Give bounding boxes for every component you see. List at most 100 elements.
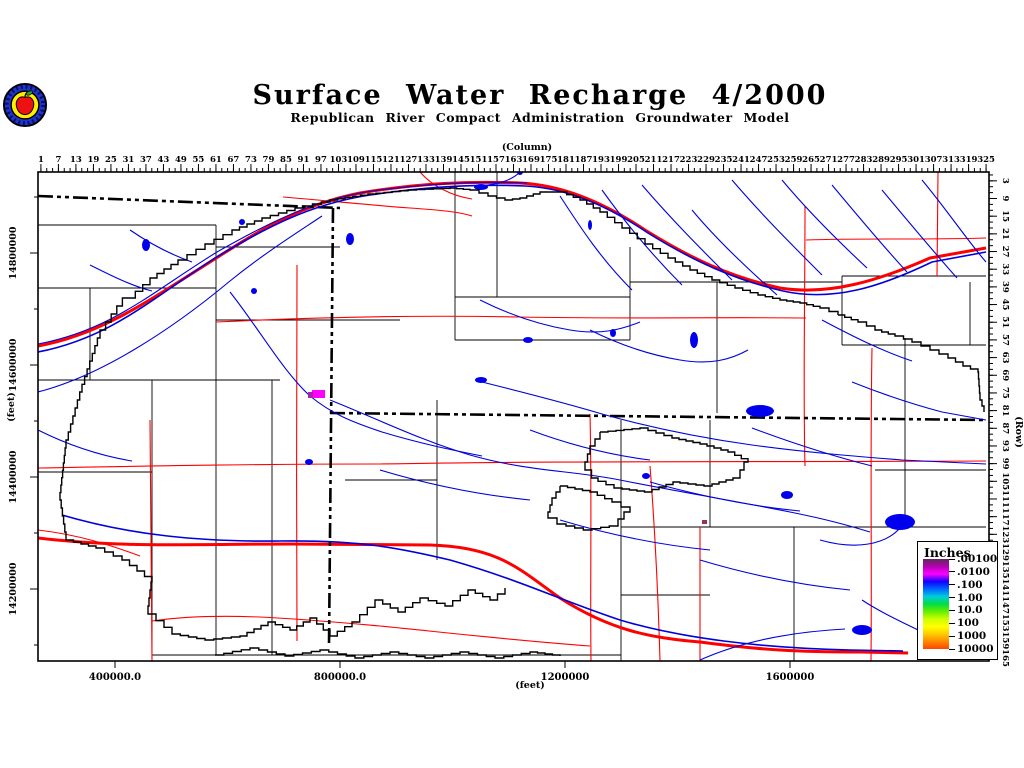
legend-tick-mark: [949, 597, 955, 599]
svg-text:151: 151: [470, 155, 488, 165]
svg-text:235: 235: [715, 155, 733, 165]
svg-text:103: 103: [330, 155, 348, 165]
svg-text:93: 93: [1000, 440, 1010, 452]
svg-text:19: 19: [88, 155, 100, 165]
svg-text:87: 87: [1000, 422, 1010, 434]
svg-text:319: 319: [960, 155, 978, 165]
rivers-layer: [38, 172, 987, 661]
recharge-cells-layer: [308, 390, 707, 524]
svg-text:79: 79: [263, 155, 275, 165]
highways-layer: [38, 172, 987, 661]
svg-text:25: 25: [105, 155, 117, 165]
svg-text:61: 61: [210, 155, 222, 165]
svg-text:117: 117: [1000, 508, 1010, 526]
svg-text:67: 67: [228, 155, 240, 165]
svg-text:39: 39: [1000, 281, 1010, 293]
svg-text:109: 109: [347, 155, 365, 165]
svg-text:301: 301: [907, 155, 925, 165]
svg-text:21: 21: [1000, 228, 1010, 240]
legend-tick-mark: [949, 584, 955, 586]
legend-value: .00100: [957, 553, 998, 565]
svg-text:277: 277: [837, 155, 855, 165]
svg-text:175: 175: [540, 155, 558, 165]
svg-text:91: 91: [298, 155, 310, 165]
svg-text:217: 217: [662, 155, 680, 165]
svg-text:81: 81: [1000, 405, 1010, 417]
svg-text:(Column): (Column): [502, 142, 552, 153]
county-boundaries-layer: [38, 172, 986, 661]
svg-text:325: 325: [977, 155, 995, 165]
legend-value: 1.00: [957, 591, 983, 604]
svg-text:31: 31: [123, 155, 135, 165]
svg-text:259: 259: [785, 155, 803, 165]
legend-box: Inches .00100.0100.100 1.00 10.0 100 1000 100…: [917, 541, 998, 660]
legend-value: 10.0: [957, 604, 983, 617]
legend-tick-mark: [949, 558, 955, 560]
svg-text:75: 75: [1000, 387, 1010, 399]
left-feet-axis: [30, 196, 38, 646]
svg-text:3: 3: [1000, 178, 1010, 184]
svg-text:139: 139: [435, 155, 453, 165]
svg-text:(Row): (Row): [1013, 416, 1024, 447]
svg-text:313: 313: [942, 155, 960, 165]
svg-text:223: 223: [680, 155, 698, 165]
state-borders-layer: [38, 194, 987, 646]
svg-text:211: 211: [645, 155, 663, 165]
svg-text:57: 57: [1000, 334, 1010, 346]
svg-text:283: 283: [855, 155, 873, 165]
svg-text:14200000: 14200000: [8, 562, 19, 615]
map-geography-layer: [38, 172, 987, 661]
svg-text:253: 253: [767, 155, 785, 165]
legend-entry: 100: [949, 618, 979, 629]
svg-text:51: 51: [1000, 316, 1010, 328]
svg-text:69: 69: [1000, 369, 1010, 381]
legend-tick-mark: [949, 648, 955, 650]
svg-text:(feet): (feet): [515, 680, 545, 691]
svg-text:145: 145: [452, 155, 470, 165]
lakes-layer: [142, 172, 915, 635]
svg-text:13: 13: [70, 155, 82, 165]
legend-value: 10000: [957, 643, 994, 655]
legend-value: 1000: [957, 630, 987, 643]
legend-entry: 1000: [949, 631, 986, 641]
agency-logo-apple-icon: [2, 82, 48, 128]
legend-title: Inches: [924, 545, 971, 560]
legend-tick-mark: [949, 571, 955, 573]
svg-text:27: 27: [1000, 246, 1010, 258]
svg-text:7: 7: [55, 155, 61, 165]
svg-text:33: 33: [1000, 263, 1010, 275]
legend-entry: .0100: [949, 567, 990, 577]
model-boundary-layer: [59, 187, 985, 659]
svg-text:99: 99: [1000, 458, 1010, 470]
legend-tick-mark: [949, 622, 955, 624]
svg-text:43: 43: [158, 155, 170, 165]
column-ruler: [40, 164, 987, 172]
svg-text:85: 85: [280, 155, 292, 165]
svg-text:193: 193: [592, 155, 610, 165]
svg-text:9: 9: [1000, 196, 1010, 202]
svg-text:115: 115: [365, 155, 383, 165]
svg-text:15: 15: [1000, 210, 1010, 222]
svg-text:37: 37: [140, 155, 152, 165]
svg-text:141: 141: [1000, 578, 1010, 596]
svg-text:169: 169: [522, 155, 540, 165]
svg-text:123: 123: [1000, 525, 1010, 543]
bottom-feet-axis: [114, 661, 791, 668]
legend-entry: 10.0: [949, 604, 983, 617]
svg-text:163: 163: [505, 155, 523, 165]
svg-text:(feet): (feet): [6, 392, 17, 422]
svg-text:153: 153: [1000, 614, 1010, 632]
svg-text:97: 97: [315, 155, 327, 165]
axes-layer: 1 7 13 19 25 31 37 43 49 55 61 67 73 79 85 91 97 103 109 11…: [6, 142, 1024, 691]
svg-text:63: 63: [1000, 352, 1010, 364]
svg-text:14600000: 14600000: [8, 338, 19, 391]
svg-text:135: 135: [1000, 561, 1010, 579]
major-highways-layer: [38, 180, 987, 655]
svg-text:147: 147: [1000, 596, 1010, 614]
svg-text:205: 205: [627, 155, 645, 165]
svg-text:127: 127: [400, 155, 418, 165]
svg-text:800000.0: 800000.0: [314, 672, 366, 683]
svg-text:247: 247: [750, 155, 768, 165]
